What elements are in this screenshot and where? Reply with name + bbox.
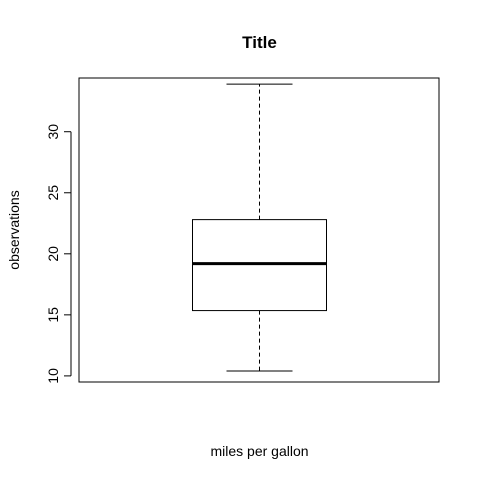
y-tick-label: 25 — [45, 185, 61, 201]
iqr-box — [192, 219, 327, 312]
y-tick-label: 10 — [45, 368, 61, 384]
y-tick-label: 20 — [45, 246, 61, 262]
y-axis-label: observations — [6, 190, 22, 269]
y-ticks: 10 15 20 25 30 — [45, 124, 71, 384]
y-tick-label: 30 — [45, 124, 61, 140]
chart-title: Title — [242, 33, 277, 52]
y-tick-label: 15 — [45, 307, 61, 323]
plot-frame — [78, 77, 440, 383]
y-axis: 10 15 20 25 30 — [45, 124, 72, 384]
x-axis-label: miles per gallon — [210, 443, 308, 459]
box-group — [192, 83, 327, 372]
